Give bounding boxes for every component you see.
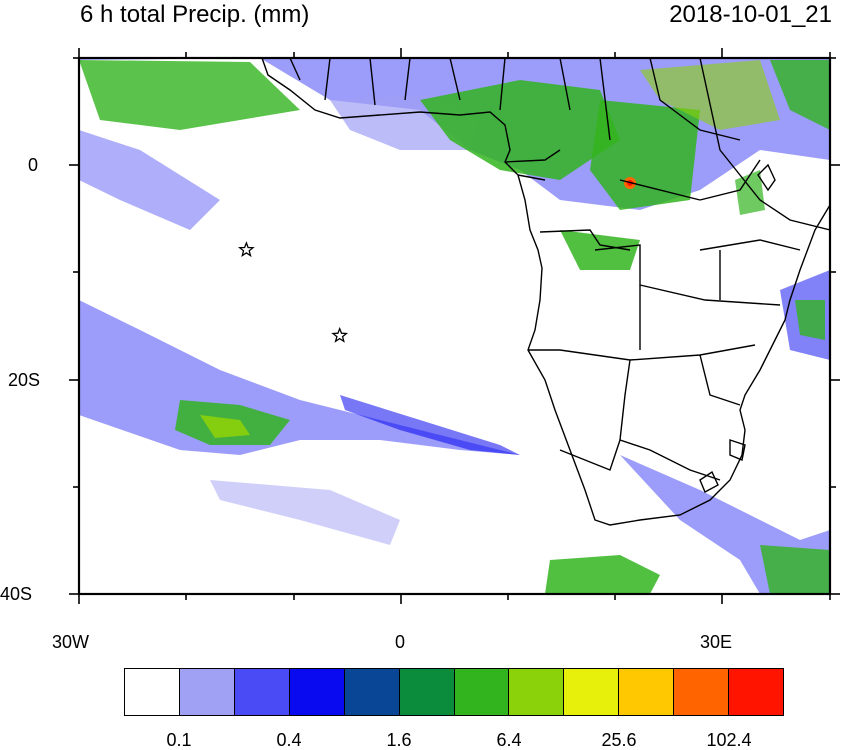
colorbar-label-2: 1.6 [386,730,412,750]
station-markers [237,241,349,343]
colorbar-box-2 [233,669,289,715]
coastlines [261,58,830,526]
colorbar-box-0 [125,669,179,715]
colorbar-box-7 [508,669,564,715]
station-star-icon [331,326,349,343]
y-tick-label-20s: 20S [8,370,41,390]
colorbar-box-9 [618,669,674,715]
map-title: 6 h total Precip. (mm) [80,1,310,28]
map-plot-area [79,58,830,594]
colorbar-label-3: 6.4 [496,730,522,750]
colorbar-box-3 [288,669,344,715]
y-tick-label-40s: 40S [0,584,33,604]
colorbar-box-6 [453,669,509,715]
x-tick-label-30w: 30W [52,632,90,652]
valid-time-label: 2018-10-01_21 [669,1,832,28]
colorbar-box-1 [178,669,234,715]
tick-marks [69,48,840,604]
x-tick-label-0: 0 [395,632,406,652]
colorbar-box-4 [343,669,399,715]
colorbar-box-10 [673,669,729,715]
map-frame [77,56,832,596]
colorbar-label-0: 0.1 [166,730,192,750]
colorbar-label-1: 0.4 [276,730,302,750]
precipitation-field [79,58,830,594]
x-tick-label-30e: 30E [700,632,733,652]
colorbar [124,668,784,716]
station-star-icon [237,241,255,258]
y-tick-label-0: 0 [28,155,39,175]
colorbar-box-5 [398,669,454,715]
colorbar-label-5: 102.4 [706,730,752,750]
colorbar-label-4: 25.6 [601,730,637,750]
colorbar-box-8 [563,669,619,715]
colorbar-box-11 [728,669,784,715]
